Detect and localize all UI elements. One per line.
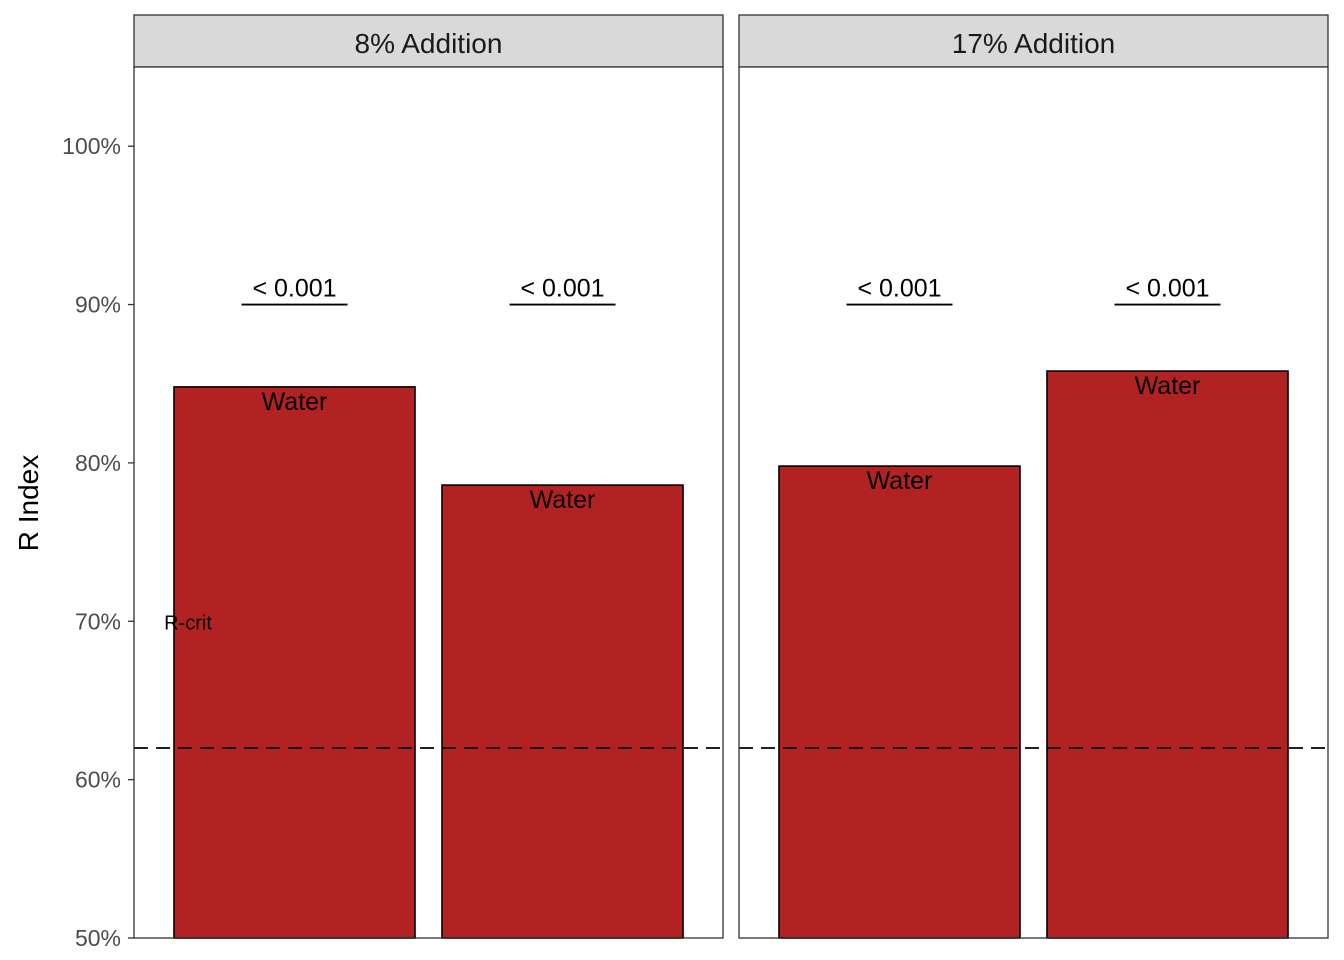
- y-axis: 50% 60% 70% 80% 90% 100%: [62, 133, 134, 951]
- y-tick-label: 50%: [75, 925, 121, 951]
- y-tick-label: 100%: [62, 133, 121, 159]
- y-axis-title: R Index: [13, 455, 44, 552]
- panel-border: [133, 66, 724, 939]
- bar: [441, 484, 684, 939]
- panel: 8% Addition Water < 0.001 Water < 0.001 R-cri…: [133, 14, 724, 939]
- panel: 17% Addition Water < 0.001 Water < 0.001: [738, 14, 1329, 939]
- panel-title: 8% Addition: [355, 28, 503, 59]
- y-tick-label: 60%: [75, 767, 121, 793]
- significance-label: < 0.001: [252, 275, 336, 303]
- bar: [1046, 370, 1289, 939]
- significance-label: < 0.001: [857, 275, 941, 303]
- bar-label: Water: [867, 467, 933, 495]
- bar: [778, 465, 1021, 939]
- bar-label: Water: [262, 388, 328, 416]
- panel-border: [738, 66, 1329, 939]
- significance-label: < 0.001: [520, 275, 604, 303]
- significance-label: < 0.001: [1125, 275, 1209, 303]
- y-tick-label: 70%: [75, 608, 121, 634]
- bar-label: Water: [530, 486, 596, 514]
- y-tick-label: 90%: [75, 292, 121, 318]
- panel-title: 17% Addition: [952, 28, 1115, 59]
- chart-panels: 8% Addition Water < 0.001 Water < 0.001 R-cri…: [133, 14, 1329, 939]
- bar: [173, 386, 416, 939]
- bar-label: Water: [1135, 372, 1201, 400]
- reference-label: R-crit: [164, 612, 212, 634]
- y-tick-label: 80%: [75, 450, 121, 476]
